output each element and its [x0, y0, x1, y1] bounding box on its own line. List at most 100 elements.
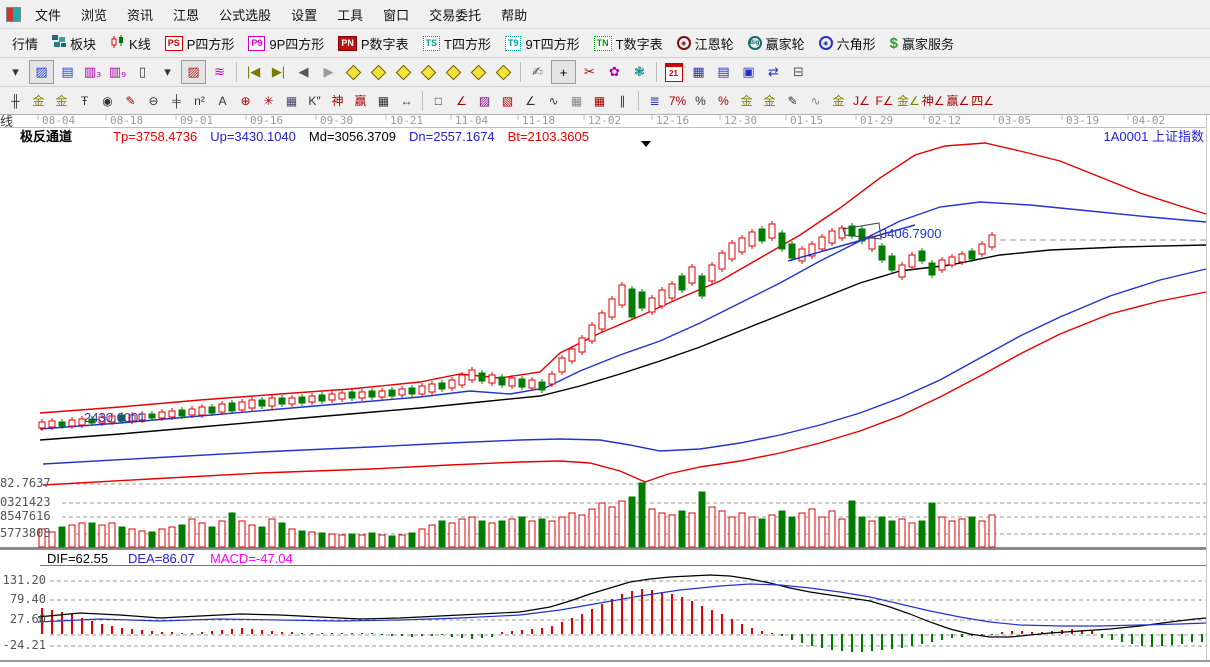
menu-tools[interactable]: 工具 [337, 7, 364, 23]
gann-tool-15[interactable]: 赢 [354, 94, 367, 108]
gann-tool-14[interactable]: 神 [331, 94, 344, 108]
print-button[interactable]: ⊟ [793, 64, 804, 79]
indicator-name[interactable]: 极反通道 [20, 129, 73, 144]
gann-tool-12[interactable]: ▦ [285, 93, 298, 108]
gann-tool-13[interactable]: K″ [308, 93, 321, 108]
measure-tool-button[interactable]: ✂ [584, 64, 595, 79]
gann-tool-10[interactable]: ⊕ [240, 93, 251, 108]
gann-tool-27[interactable]: ∥ [619, 93, 626, 108]
menu-trade-order[interactable]: 交易委托 [429, 7, 482, 23]
nav-next-button[interactable]: ▶ [323, 64, 334, 79]
save-button[interactable]: ▣ [742, 64, 755, 79]
toolbar-item-t-number-table[interactable]: TN T数字表 [587, 32, 670, 55]
gann-tool-17[interactable]: ↔ [400, 93, 413, 108]
gann-tool-39[interactable]: F∠ [875, 93, 894, 108]
gann-tool-37[interactable]: 金 [832, 94, 845, 108]
gann-tool-24[interactable]: ∿ [548, 93, 559, 108]
gann-tool-23[interactable]: ∠ [525, 93, 536, 108]
gann-tool-20[interactable]: ∠ [456, 93, 467, 108]
gann-tool-16[interactable]: ▦ [377, 93, 390, 108]
gann-shape-tool-button[interactable]: ✿ [609, 64, 620, 79]
hand-tool-button[interactable]: ✍ [532, 64, 543, 79]
toolbar-item-sectors[interactable]: 板块 [45, 32, 103, 55]
chart-area[interactable]: 08-04 08-18 09-01 09-16 09-30 10-21 11-04 11-18… [0, 115, 1210, 667]
gann-nav-2-button[interactable] [367, 61, 390, 83]
refresh-web-button[interactable]: ⇄ [768, 64, 779, 79]
gann-tool-25[interactable]: ▦ [570, 93, 583, 108]
toolbar-item-winner-service[interactable]: $ 赢家服务 [883, 32, 961, 55]
gann-tool-31[interactable]: % [695, 93, 706, 108]
gann-tool-7[interactable]: ╪ [172, 93, 181, 108]
toolbar-item-p-square[interactable]: PS P四方形 [158, 32, 242, 55]
menu-gann[interactable]: 江恩 [173, 7, 200, 23]
gann-tool-26[interactable]: ▦ [593, 93, 606, 108]
gann-tool-6[interactable]: ⊖ [148, 93, 159, 108]
gann-nav-1-button[interactable] [342, 61, 365, 83]
chart-9-button[interactable]: ▥₉ [108, 64, 127, 79]
toolbar-item-p-number-table[interactable]: PN P数字表 [331, 32, 415, 55]
calendar-button[interactable]: 21 [662, 61, 685, 83]
gann-tool-29[interactable]: ≣ [649, 93, 660, 108]
toolbar-item-9p-square[interactable]: P9 9P四方形 [241, 32, 331, 55]
calculator-button[interactable]: ▦ [692, 64, 705, 79]
gann-tool-0[interactable]: ╫ [11, 93, 20, 108]
gann-tool-11[interactable]: ✳ [263, 93, 274, 108]
gann-tool-1[interactable]: 金 [32, 94, 45, 108]
gann-tool-43[interactable]: 四∠ [971, 94, 995, 108]
candle-style-button[interactable]: ▯ [138, 64, 147, 79]
gann-tool-5[interactable]: ✎ [125, 93, 136, 108]
toolbar-item-gann-wheel[interactable]: ◉ 江恩轮 [670, 32, 741, 55]
toolbar-item-hexagon[interactable]: ◉ 六角形 [812, 32, 883, 55]
gann-tool-3[interactable]: Ŧ [80, 93, 89, 108]
gann-tool-34[interactable]: 金 [763, 94, 776, 108]
menu-formula-stock-pick[interactable]: 公式选股 [219, 7, 272, 23]
gann-nav-3-button[interactable] [392, 61, 415, 83]
toolbar-item-9t-square[interactable]: T9 9T四方形 [498, 32, 587, 55]
gann-nav-6-button[interactable] [467, 61, 490, 83]
gann-tool-35[interactable]: ✎ [787, 93, 798, 108]
gann-tool-22[interactable]: ▧ [501, 93, 514, 108]
gann-tool-38[interactable]: J∠ [853, 93, 870, 108]
gann-tool-32[interactable]: % [718, 93, 729, 108]
toolbar-item-kline[interactable]: K线 [103, 32, 158, 55]
menu-window[interactable]: 窗口 [383, 7, 410, 23]
toolbar-item-quotes[interactable]: 行情 [5, 32, 45, 55]
menu-file[interactable]: 文件 [35, 7, 62, 23]
symbol-label[interactable]: 1A0001 上证指数 [1104, 130, 1204, 144]
gann-tool-42[interactable]: 赢∠ [946, 94, 970, 108]
gann-tool-21[interactable]: ▨ [478, 93, 491, 108]
gann-tool-30[interactable]: 7% [668, 93, 687, 108]
gann-nav-5-button[interactable] [442, 61, 465, 83]
gann-nav-7-button[interactable] [492, 61, 515, 83]
menu-settings[interactable]: 设置 [291, 7, 318, 23]
gann-tool-41[interactable]: 神∠ [921, 94, 945, 108]
menu-news[interactable]: 资讯 [127, 7, 154, 23]
chart-3-button[interactable]: ▥₃ [83, 64, 102, 79]
pattern-tool-blue-button[interactable]: ▨ [29, 60, 54, 84]
menu-help[interactable]: 帮助 [501, 7, 528, 23]
crosshair-tool-button[interactable]: + [551, 60, 576, 84]
toolbar-item-t-square[interactable]: TS T四方形 [416, 32, 498, 55]
profile-chart-button[interactable]: ≋ [214, 64, 225, 79]
pattern-tool-red-button[interactable]: ▨ [181, 60, 206, 84]
toolbar-item-winner-wheel[interactable]: Big 赢家轮 [741, 32, 812, 55]
notes-button[interactable]: ▤ [717, 64, 730, 79]
gann-tool-40[interactable]: 金∠ [897, 94, 920, 108]
candle-style-dropdown-button[interactable]: ▾ [164, 64, 171, 79]
view-dropdown-button[interactable]: ▾ [12, 64, 19, 79]
gann-tool-2[interactable]: 金 [55, 94, 68, 108]
gann-nav-4-button[interactable] [417, 61, 440, 83]
wave-map-tool-button[interactable]: ❃ [634, 64, 645, 79]
menu-browse[interactable]: 浏览 [81, 7, 108, 23]
nav-last-button[interactable]: ▶| [271, 64, 286, 79]
info-list-button[interactable]: ▤ [61, 64, 74, 79]
gann-tool-33[interactable]: 金 [740, 94, 753, 108]
gann-tool-9[interactable]: A [218, 93, 227, 108]
nav-first-button[interactable]: |◀ [246, 64, 261, 79]
gann-tool-8[interactable]: n² [194, 93, 205, 108]
nav-prev-button[interactable]: ◀ [298, 64, 309, 79]
gann-tool-4[interactable]: ◉ [102, 93, 113, 108]
main-chart-svg[interactable]: 08-04 08-18 09-01 09-16 09-30 10-21 11-04 11-18… [0, 115, 1210, 667]
gann-tool-19[interactable]: □ [434, 93, 443, 108]
gann-tool-36[interactable]: ∿ [810, 93, 821, 108]
